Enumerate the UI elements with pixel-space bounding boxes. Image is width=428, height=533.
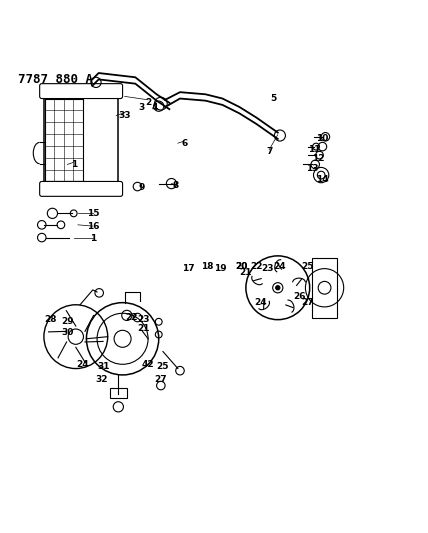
Text: 24: 24 (273, 262, 286, 271)
Text: 27: 27 (301, 298, 314, 307)
Text: 13: 13 (306, 164, 318, 173)
Text: 12: 12 (312, 154, 324, 163)
Text: 24: 24 (255, 298, 267, 307)
Text: 3: 3 (139, 102, 145, 111)
Text: 7787 880 A: 7787 880 A (18, 73, 93, 86)
Text: 23: 23 (261, 264, 273, 273)
Text: 18: 18 (201, 262, 214, 271)
Text: 6: 6 (181, 139, 187, 148)
Text: 25: 25 (157, 362, 169, 371)
Text: 1: 1 (71, 160, 77, 169)
Bar (312, 258, 337, 318)
Text: 5: 5 (270, 94, 276, 103)
Text: 17: 17 (182, 264, 195, 273)
Text: 26: 26 (293, 292, 305, 301)
Text: 24: 24 (76, 360, 89, 369)
Circle shape (276, 286, 280, 290)
Text: 1: 1 (90, 235, 96, 244)
Text: 23: 23 (137, 315, 150, 324)
Text: 8: 8 (172, 181, 179, 190)
Text: 25: 25 (301, 262, 314, 271)
Text: 27: 27 (155, 375, 167, 384)
Text: 21: 21 (240, 269, 252, 277)
Text: 19: 19 (214, 264, 227, 273)
Text: 15: 15 (86, 209, 99, 218)
Text: 22: 22 (250, 262, 263, 271)
Text: 29: 29 (61, 317, 74, 326)
Text: 4: 4 (151, 102, 158, 111)
Text: 14: 14 (316, 175, 329, 184)
Text: 20: 20 (235, 262, 248, 271)
FancyBboxPatch shape (40, 84, 122, 99)
FancyBboxPatch shape (40, 181, 122, 196)
Text: 11: 11 (308, 145, 320, 154)
Text: 2: 2 (145, 98, 151, 107)
Text: 16: 16 (86, 222, 99, 231)
Text: 21: 21 (137, 324, 150, 333)
Text: 42: 42 (142, 360, 155, 369)
Bar (45, 99, 83, 181)
Text: 7: 7 (266, 147, 273, 156)
Text: 32: 32 (95, 375, 107, 384)
Text: 22: 22 (125, 313, 137, 322)
Text: 28: 28 (44, 315, 56, 324)
Text: 10: 10 (316, 134, 329, 143)
Text: 33: 33 (119, 111, 131, 120)
Text: 20: 20 (235, 262, 248, 271)
Bar (110, 387, 127, 398)
Text: 9: 9 (139, 183, 145, 192)
Text: 31: 31 (97, 362, 110, 371)
Bar (44, 96, 118, 183)
Text: 30: 30 (61, 328, 74, 337)
